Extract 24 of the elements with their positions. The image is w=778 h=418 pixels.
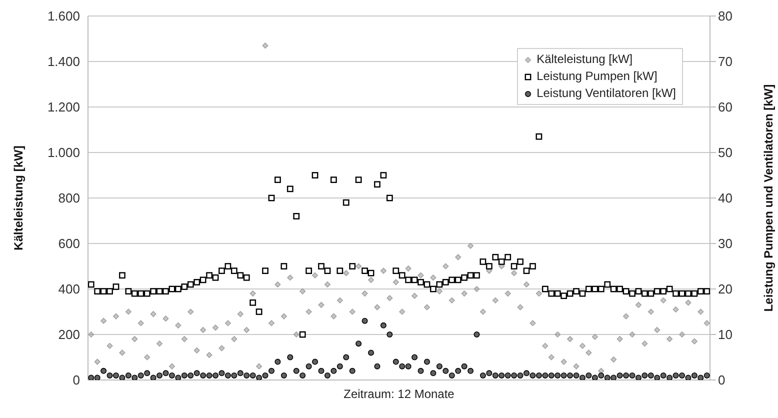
y-tick-label: 0 <box>72 372 80 388</box>
y-tick-label: 1.200 <box>47 100 80 115</box>
y-tick-label: 1.600 <box>47 8 80 24</box>
y2-tick-label: 10 <box>718 327 732 342</box>
y2-tick-label: 60 <box>718 100 732 115</box>
y2-tick-label: 30 <box>718 236 732 252</box>
y2-tick-label: 40 <box>718 190 732 206</box>
y-tick-label: 200 <box>58 327 80 342</box>
y2-axis-title: Leistung Pumpen und Ventilatoren [kW] <box>761 84 776 312</box>
y2-tick-label: 80 <box>718 8 732 24</box>
y-tick-label: 600 <box>58 236 80 252</box>
y2-tick-label: 50 <box>718 145 732 160</box>
y2-tick-label: 0 <box>718 372 726 388</box>
y-tick-label: 1.400 <box>47 54 80 70</box>
legend-label: Leistung Ventilatoren [kW] <box>536 85 676 102</box>
legend-label: Kälteleistung [kW] <box>536 51 633 68</box>
y-axis-title: Kälteleistung [kW] <box>11 146 26 250</box>
y2-tick-label: 20 <box>718 282 732 297</box>
x-axis-title: Zeitraum: 12 Monate <box>344 387 455 401</box>
y-tick-label: 1.000 <box>47 145 80 160</box>
y-tick-label: 400 <box>58 282 80 297</box>
y-tick-label: 800 <box>58 190 80 206</box>
legend-label: Leistung Pumpen [kW] <box>536 68 658 85</box>
y2-tick-label: 70 <box>718 54 732 70</box>
